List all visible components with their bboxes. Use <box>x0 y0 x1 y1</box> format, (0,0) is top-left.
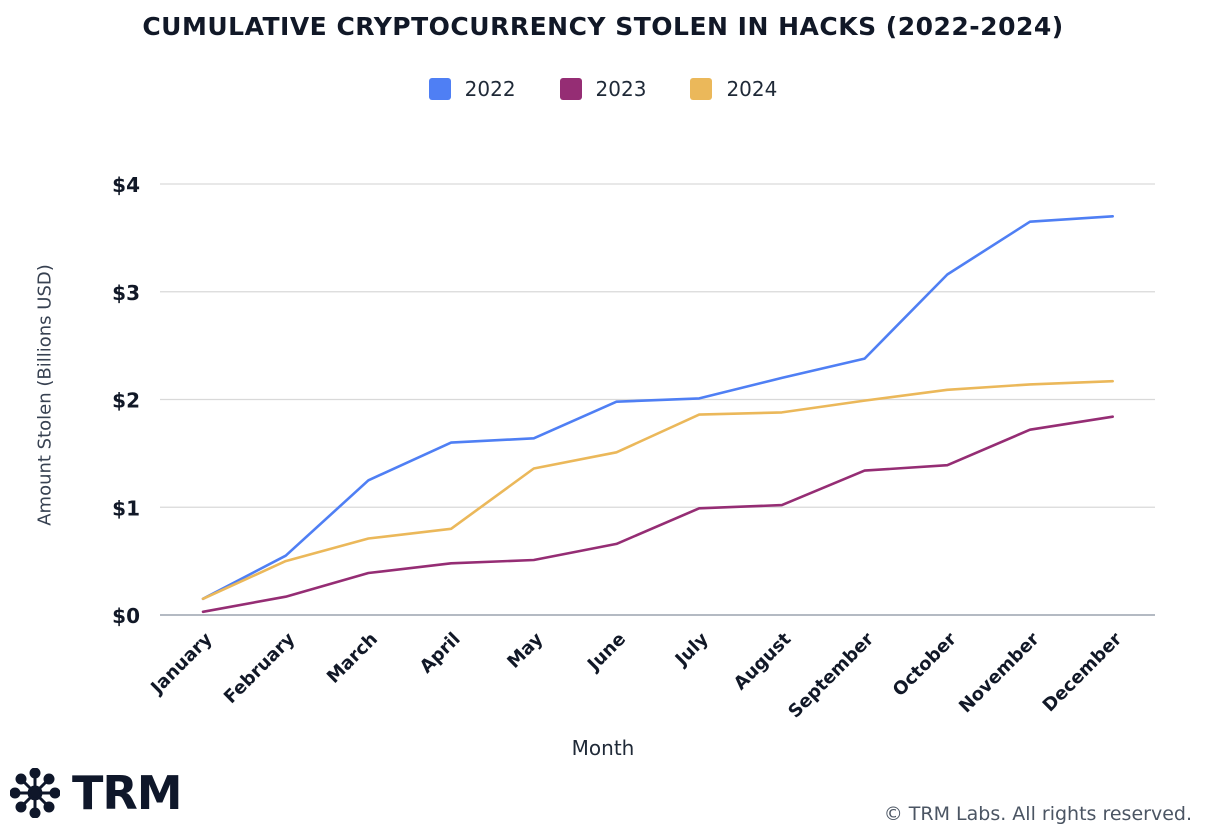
x-tick-label: April <box>416 629 465 678</box>
y-tick-label: $0 <box>112 604 140 628</box>
x-tick-label: January <box>146 629 217 700</box>
y-tick-label: $2 <box>112 389 140 413</box>
x-tick-label: March <box>323 629 382 688</box>
legend-swatch-2024 <box>690 78 713 100</box>
x-tick-label: September <box>784 629 878 723</box>
chart-title: CUMULATIVE CRYPTOCURRENCY STOLEN IN HACK… <box>142 12 1064 41</box>
series-line-2023 <box>201 415 1114 614</box>
x-tick-label: July <box>670 629 713 672</box>
logo-wordmark: TRM <box>72 766 183 820</box>
y-tick-label: $3 <box>112 281 140 305</box>
x-tick-label: June <box>582 629 630 677</box>
legend-label-2022: 2022 <box>464 77 516 101</box>
x-axis-label: Month <box>571 736 635 760</box>
legend-item-2024: 2024 <box>690 77 777 101</box>
series-line-2022 <box>201 215 1114 601</box>
x-tick-label: December <box>1039 629 1127 717</box>
series-line-2024 <box>201 379 1114 601</box>
y-axis-label: Amount Stolen (Billions USD) <box>34 264 56 526</box>
legend-item-2022: 2022 <box>428 77 516 101</box>
legend-label-2024: 2024 <box>726 77 778 101</box>
copyright-notice: © TRM Labs. All rights reserved. <box>883 803 1192 825</box>
legend-swatch-2023 <box>559 78 582 100</box>
legend-swatch-2022 <box>428 78 451 100</box>
legend-item-2023: 2023 <box>559 77 647 101</box>
network-star-icon <box>10 768 60 818</box>
x-tick-label: February <box>220 628 299 707</box>
y-tick-label: $4 <box>112 173 140 197</box>
x-tick-label: August <box>730 628 796 694</box>
legend-label-2023: 2023 <box>595 77 647 101</box>
trm-logo: TRM <box>10 766 183 820</box>
x-tick-label: October <box>889 629 961 701</box>
y-tick-label: $1 <box>112 496 140 520</box>
x-tick-label: May <box>503 629 547 673</box>
chart-legend: 2022 2023 2024 <box>0 77 1206 101</box>
x-tick-label: November <box>955 629 1044 718</box>
